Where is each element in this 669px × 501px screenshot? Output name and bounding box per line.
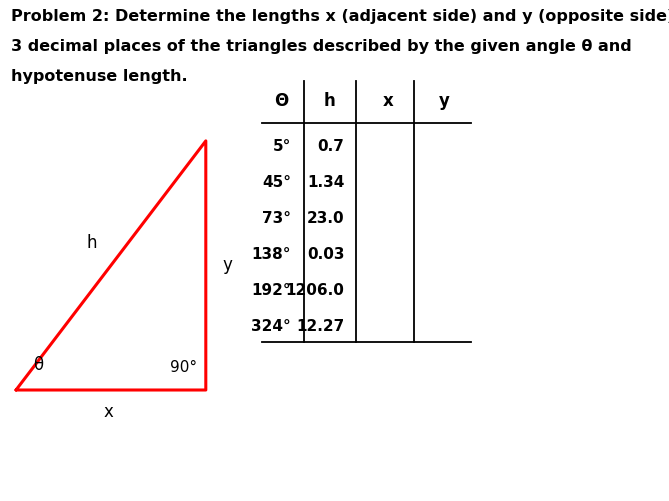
Text: 12.27: 12.27 — [296, 319, 345, 334]
Text: 90°: 90° — [171, 360, 197, 375]
Text: 3 decimal places of the triangles described by the given angle θ and: 3 decimal places of the triangles descri… — [11, 39, 632, 54]
Text: 73°: 73° — [262, 211, 291, 226]
Text: hypotenuse length.: hypotenuse length. — [11, 69, 188, 84]
Text: 1206.0: 1206.0 — [286, 283, 345, 298]
Text: 0.03: 0.03 — [307, 247, 345, 262]
Text: 5°: 5° — [272, 139, 291, 154]
Text: 23.0: 23.0 — [307, 211, 345, 226]
Text: x: x — [104, 403, 114, 421]
Text: θ: θ — [33, 356, 43, 374]
Text: 192°: 192° — [252, 283, 291, 298]
Text: 0.7: 0.7 — [318, 139, 345, 154]
Text: 45°: 45° — [262, 175, 291, 190]
Text: y: y — [223, 257, 233, 275]
Text: Θ: Θ — [274, 92, 288, 110]
Text: y: y — [439, 92, 450, 110]
Text: 1.34: 1.34 — [307, 175, 345, 190]
Text: 324°: 324° — [252, 319, 291, 334]
Text: x: x — [383, 92, 393, 110]
Text: 138°: 138° — [252, 247, 291, 262]
Text: Problem 2: Determine the lengths x (adjacent side) and y (opposite side) to: Problem 2: Determine the lengths x (adja… — [11, 9, 669, 24]
Text: h: h — [324, 92, 336, 110]
Text: h: h — [86, 234, 97, 252]
